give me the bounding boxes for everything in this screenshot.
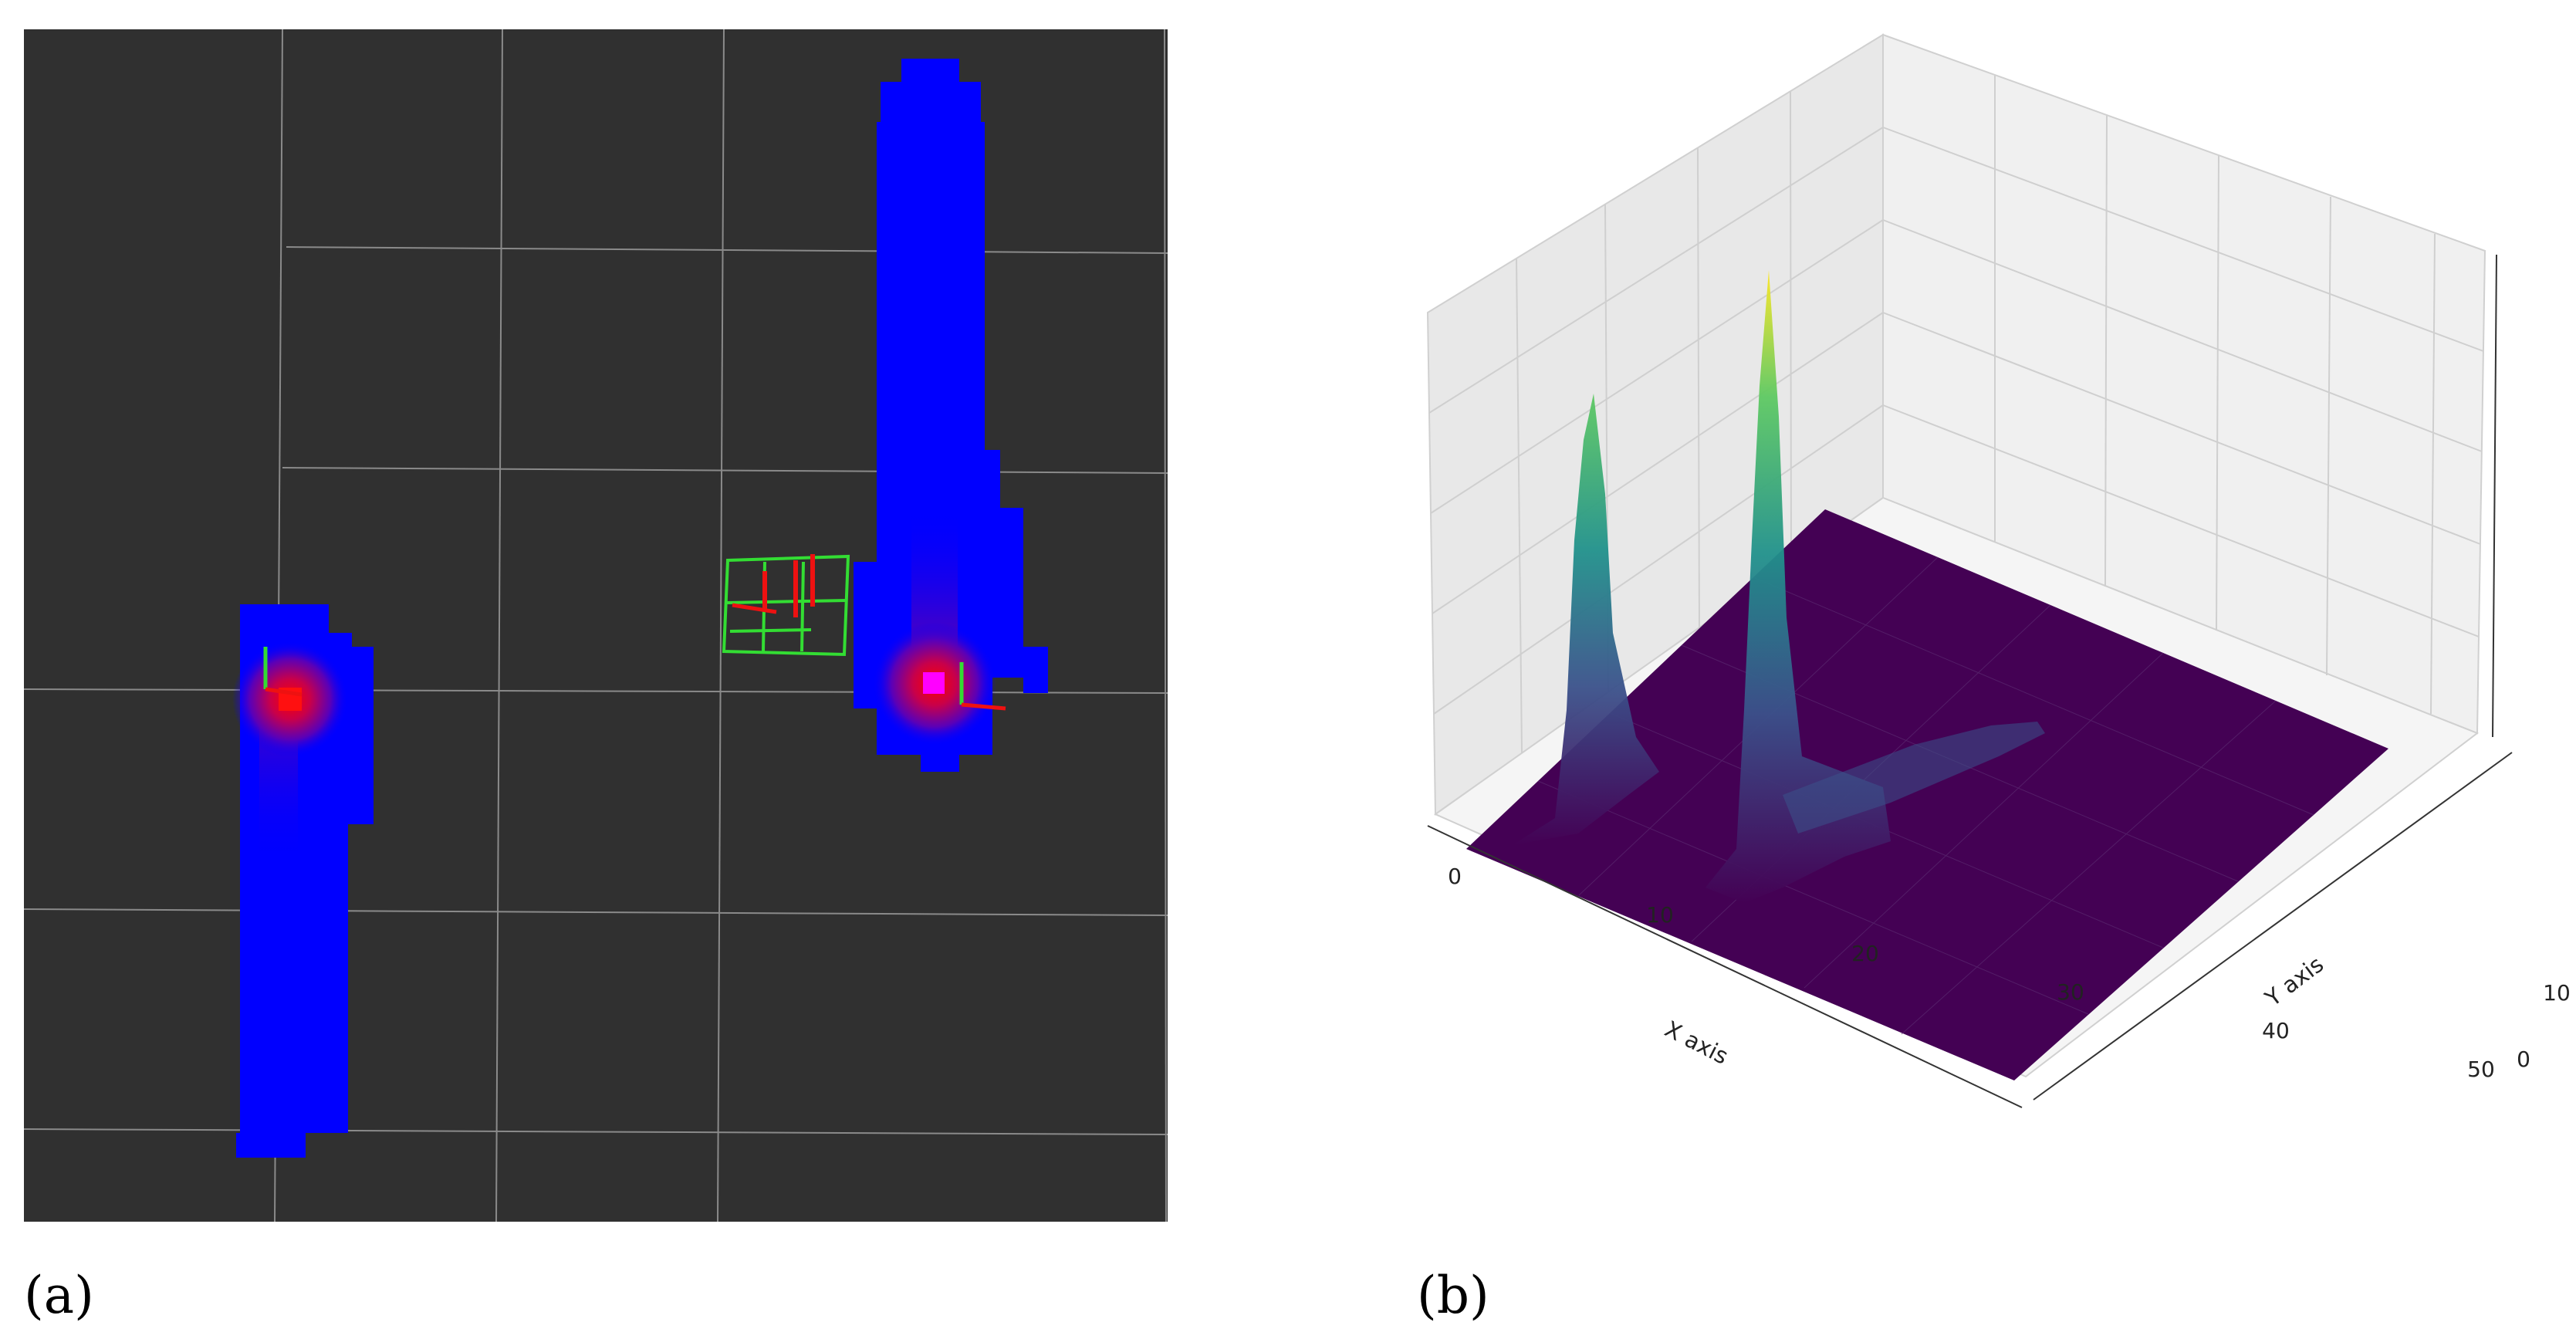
- x-tick-40: 40: [2262, 1018, 2290, 1043]
- x-axis-label: X axis: [1661, 1016, 1733, 1070]
- peak-right: [1706, 270, 1891, 903]
- peak-left: [1513, 394, 1659, 845]
- costmap-svg: [23, 29, 1168, 1222]
- ridge-right: [1783, 722, 2045, 833]
- x-tick-20: 20: [1851, 941, 1879, 966]
- x-tick-30: 30: [2057, 979, 2084, 1005]
- x-axis-line: [1427, 825, 2023, 1108]
- goal-marker: [923, 672, 945, 694]
- x-tick-0: 0: [1448, 864, 1462, 889]
- pane-grid: [1428, 76, 2484, 753]
- y-axis-label: Y axis: [2260, 951, 2328, 1012]
- surface-floor: [1466, 509, 2388, 1080]
- y-tick-0: 0: [2517, 1047, 2530, 1072]
- z-axis-line: [2492, 254, 2497, 738]
- y-axis-line: [2033, 752, 2513, 1101]
- x-tick-50: 50: [2467, 1057, 2495, 1082]
- obstacle-right: [854, 59, 1048, 772]
- caption-b: (b): [1417, 1266, 1489, 1325]
- obstacle-left: [232, 604, 374, 1158]
- x-tick-10: 10: [1646, 902, 1674, 928]
- costmap-view: [23, 29, 1168, 1222]
- robot-footprint: [722, 554, 850, 657]
- y-tick-10: 10: [2543, 980, 2571, 1006]
- x-axis-ticks: 0 10 20 30 40 50: [1448, 864, 2495, 1082]
- caption-a: (a): [24, 1266, 94, 1325]
